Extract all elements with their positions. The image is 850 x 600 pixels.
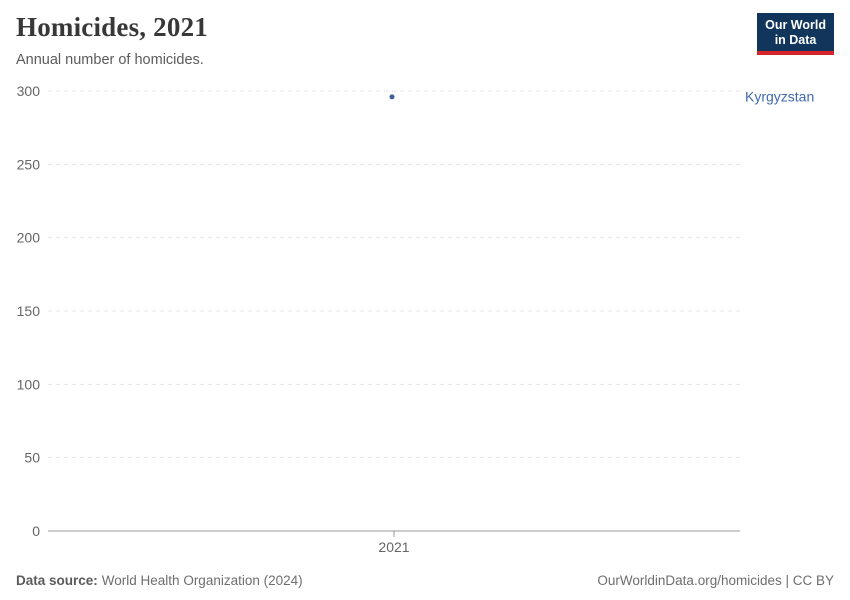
- data-point-kyrgyzstan[interactable]: [389, 94, 395, 100]
- y-tick-label: 100: [17, 376, 41, 392]
- x-tick-label: 2021: [378, 539, 409, 555]
- y-tick-label: 200: [17, 230, 41, 246]
- data-source-note: Data source: World Health Organization (2…: [16, 573, 303, 588]
- data-source-value: World Health Organization (2024): [101, 573, 303, 588]
- y-tick-label: 300: [17, 83, 41, 99]
- y-tick-label: 250: [17, 156, 41, 172]
- owid-logo[interactable]: Our World in Data: [757, 13, 834, 55]
- owid-logo-line1: Our World: [765, 18, 826, 32]
- entity-label[interactable]: Kyrgyzstan: [745, 88, 814, 104]
- credit-link[interactable]: OurWorldinData.org/homicides | CC BY: [597, 573, 834, 588]
- y-tick-label: 50: [24, 450, 40, 466]
- y-tick-label: 0: [32, 523, 40, 539]
- y-tick-label: 150: [17, 303, 41, 319]
- owid-logo-line2: in Data: [774, 32, 817, 47]
- chart-subtitle: Annual number of homicides.: [16, 52, 204, 68]
- chart-title: Homicides, 2021: [16, 12, 208, 42]
- data-source-label: Data source:: [16, 573, 98, 588]
